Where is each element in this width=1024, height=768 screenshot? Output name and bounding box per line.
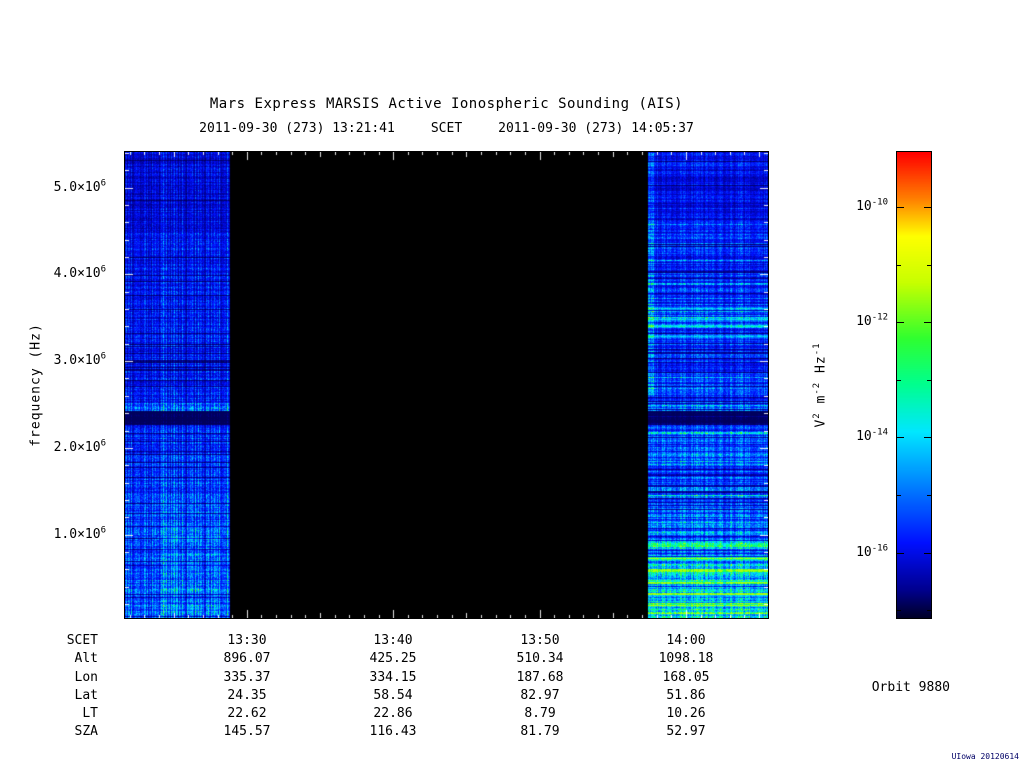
scet-caption: SCET [430,121,463,136]
colorbar-tick-mark [924,322,931,323]
colorbar-minor-tick-mark [927,495,931,496]
table-cell: 22.62 [227,706,267,721]
table-cell: 82.97 [520,688,560,703]
colorbar-tick-mark [924,207,931,208]
colorbar-minor-tick-mark [927,380,931,381]
table-cell: 51.86 [666,688,706,703]
colorbar-minor-tick-mark [927,610,931,611]
table-cell: 425.25 [369,651,417,666]
credit-stamp: UIowa 20120614 [951,752,1019,761]
colorbar-minor-tick-mark [897,610,901,611]
colorbar-minor-tick-mark [897,380,901,381]
table-cell: 13:40 [373,633,413,648]
orbit-number: Orbit 9880 [871,680,950,695]
spectrogram-canvas [125,152,768,618]
colorbar-tick-label: 10-10 [856,197,888,214]
y-tick-label: 3.0×106 [53,351,106,368]
table-row-label: SZA [74,724,98,739]
table-cell: 145.57 [223,724,271,739]
spectrogram-frame [124,151,769,619]
table-cell: 14:00 [666,633,706,648]
plot-subtitle: 2011-09-30 (273) 13:21:41 SCET 2011-09-3… [125,121,768,136]
frequency-axis-label: frequency (Hz) [28,323,44,447]
table-row-label: SCET [66,633,98,648]
table-cell: 52.97 [666,724,706,739]
colorbar-tick-mark [897,322,904,323]
colorbar-frame [896,151,932,619]
table-cell: 335.37 [223,670,271,685]
colorbar-tick-mark [897,207,904,208]
y-tick-label: 1.0×106 [53,525,106,542]
table-cell: 24.35 [227,688,267,703]
table-cell: 187.68 [516,670,564,685]
table-row-label: Lat [74,688,98,703]
table-cell: 1098.18 [658,651,714,666]
table-cell: 168.05 [662,670,710,685]
table-cell: 13:30 [227,633,267,648]
colorbar-tick-mark [924,553,931,554]
colorbar-axis-label: V2 m-2 Hz-1 [812,342,829,428]
colorbar-tick-mark [924,437,931,438]
table-cell: 13:50 [520,633,560,648]
colorbar-tick-mark [897,437,904,438]
table-cell: 116.43 [369,724,417,739]
table-cell: 81.79 [520,724,560,739]
colorbar-tick-mark [897,553,904,554]
table-cell: 10.26 [666,706,706,721]
table-cell: 58.54 [373,688,413,703]
table-cell: 22.86 [373,706,413,721]
table-row-label: LT [82,706,98,721]
table-row-label: Alt [74,651,98,666]
colorbar-tick-label: 10-12 [856,312,888,329]
colorbar-minor-tick-mark [897,495,901,496]
colorbar-canvas [897,152,931,618]
y-tick-label: 5.0×106 [53,178,106,195]
y-tick-label: 4.0×106 [53,264,106,281]
table-cell: 896.07 [223,651,271,666]
start-scet: 2011-09-30 (273) 13:21:41 [199,121,395,136]
y-tick-label: 2.0×106 [53,438,106,455]
colorbar-tick-label: 10-16 [856,543,888,560]
table-cell: 8.79 [524,706,556,721]
end-scet: 2011-09-30 (273) 14:05:37 [498,121,694,136]
colorbar-minor-tick-mark [897,265,901,266]
plot-title: Mars Express MARSIS Active Ionospheric S… [209,96,684,112]
table-cell: 334.15 [369,670,417,685]
table-cell: 510.34 [516,651,564,666]
colorbar-minor-tick-mark [927,265,931,266]
colorbar-tick-label: 10-14 [856,427,888,444]
table-row-label: Lon [74,670,98,685]
